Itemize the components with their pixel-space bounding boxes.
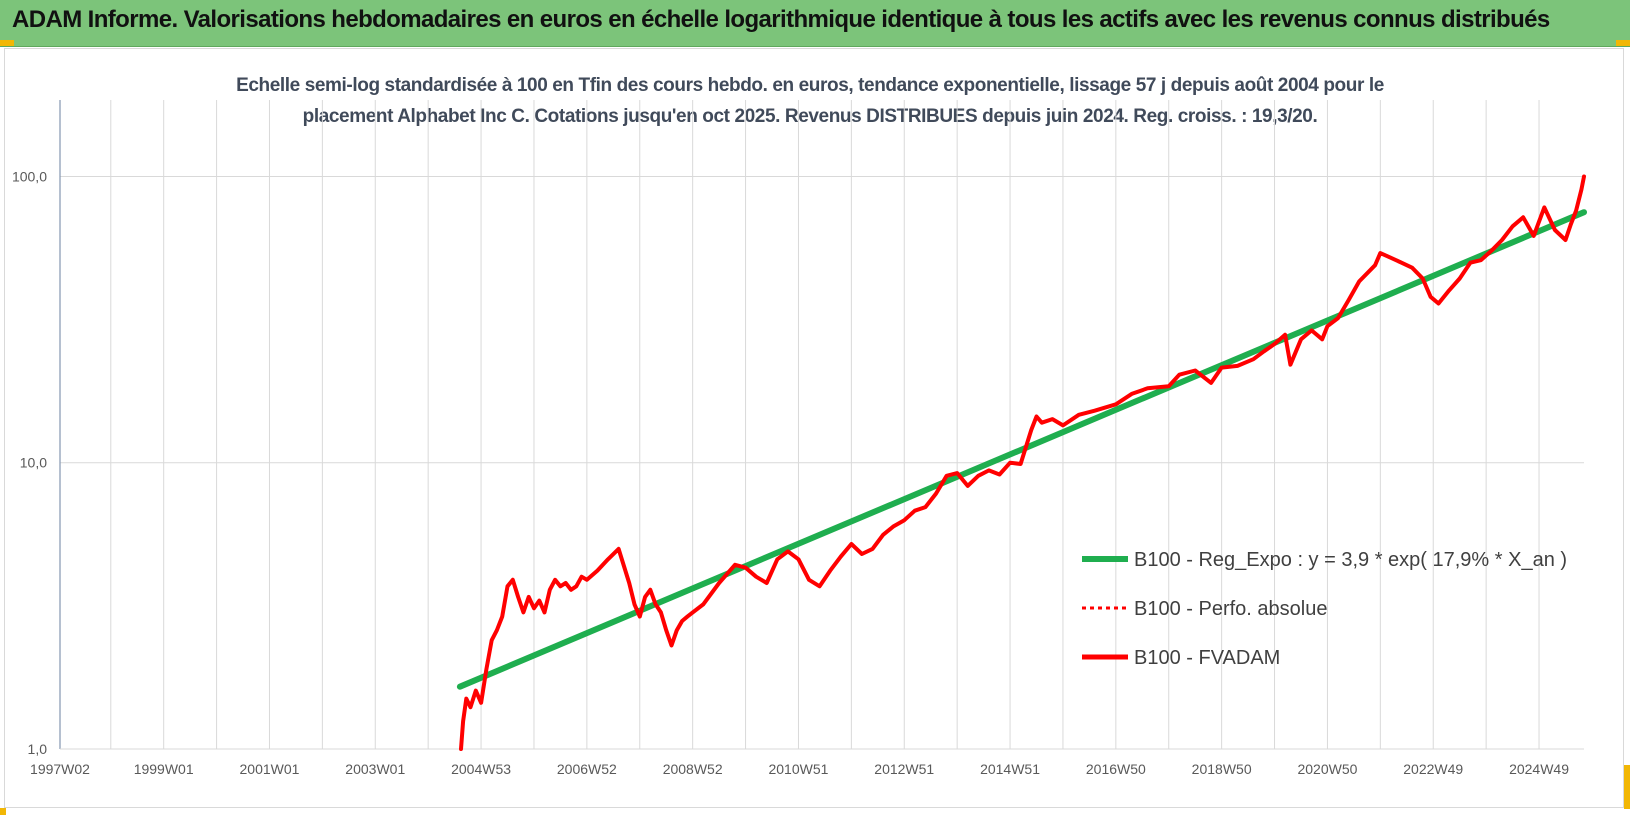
grid-layer	[60, 100, 1584, 750]
chart-title: Echelle semi-log standardisée à 100 en T…	[160, 70, 1460, 132]
legend-item-fvadam-label: B100 - FVADAM	[1134, 647, 1280, 669]
x-tick-label: 2020W50	[1297, 761, 1357, 777]
x-tick-label: 2006W52	[557, 761, 617, 777]
series-layer	[456, 174, 1587, 751]
x-tick-label: 2014W51	[980, 761, 1040, 777]
legend-item-regression-label: B100 - Reg_Expo : y = 3,9 * exp( 17,9% *…	[1134, 549, 1567, 571]
corner-marker-top-right	[1616, 40, 1630, 46]
x-tick-label: 2004W53	[451, 761, 511, 777]
banner-title: ADAM Informe. Valorisations hebdomadaire…	[12, 6, 1550, 33]
series-line-regression	[456, 209, 1587, 690]
corner-marker-right-bottom	[1624, 765, 1630, 809]
chart-title-line1: Echelle semi-log standardisée à 100 en T…	[236, 75, 1384, 96]
axis-layer: 1,0 10,0 100,0 1997W02 1999W01 2001W01 2003W01…	[12, 100, 1584, 777]
chart-title-line2: placement Alphabet Inc C. Cotations jusq…	[302, 106, 1318, 127]
x-tick-label: 2022W49	[1403, 761, 1463, 777]
x-tick-label: 1997W02	[30, 761, 90, 777]
x-tick-label: 2003W01	[345, 761, 405, 777]
x-tick-label: 2008W52	[663, 761, 723, 777]
x-tick-label: 2010W51	[768, 761, 828, 777]
x-tick-label: 2001W01	[240, 761, 300, 777]
chart-frame	[4, 48, 1624, 808]
y-tick-label: 100,0	[12, 168, 47, 184]
y-tick-label: 1,0	[28, 741, 48, 757]
x-tick-label: 2024W49	[1509, 761, 1569, 777]
x-tick-label: 1999W01	[134, 761, 194, 777]
x-tick-label: 2016W50	[1086, 761, 1146, 777]
y-tick-label: 10,0	[20, 455, 47, 471]
series-line-fvadam	[459, 174, 1586, 751]
legend-item-perfo-label: B100 - Perfo. absolue	[1134, 598, 1327, 620]
x-tick-label: 2012W51	[874, 761, 934, 777]
corner-marker-left-bottom	[0, 808, 6, 815]
x-tick-label: 2018W50	[1192, 761, 1252, 777]
legend: B100 - Reg_Expo : y = 3,9 * exp( 17,9% *…	[1082, 549, 1567, 669]
corner-marker-top-left	[0, 40, 14, 46]
top-banner: ADAM Informe. Valorisations hebdomadaire…	[0, 0, 1630, 47]
